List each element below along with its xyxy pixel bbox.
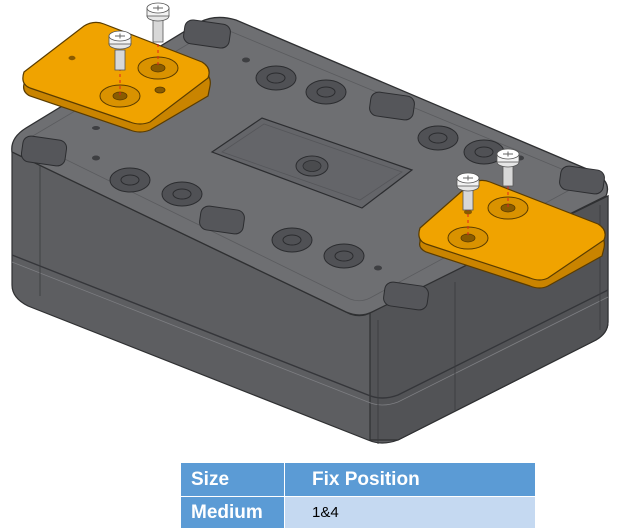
screw-2 [146, 2, 170, 43]
cell-size: Medium [180, 496, 285, 529]
parting-line [11, 254, 609, 399]
screw-3 [456, 172, 480, 211]
mounting-bracket-1 [22, 21, 211, 133]
mounting-illustration [11, 2, 609, 444]
fix-position-table: Size Fix Position Medium 1&4 [180, 462, 536, 529]
table-row: Medium 1&4 [180, 496, 536, 529]
screw-1 [108, 30, 132, 71]
screw-4 [496, 148, 520, 187]
table-header-row: Size Fix Position [180, 462, 536, 497]
column-header-fix-position: Fix Position [284, 462, 536, 497]
cell-fix-position: 1&4 [284, 496, 536, 529]
column-header-size: Size [180, 462, 285, 497]
